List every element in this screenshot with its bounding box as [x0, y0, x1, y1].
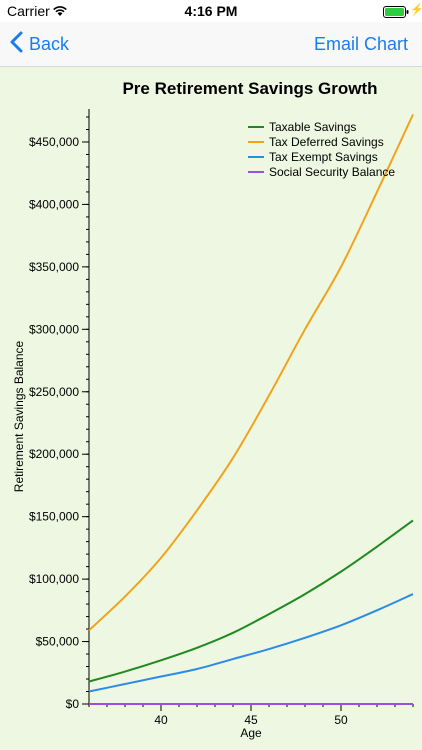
y-tick-label: $100,000: [29, 572, 79, 586]
y-tick-label: $200,000: [29, 447, 79, 461]
back-label: Back: [29, 33, 70, 54]
legend-label: Tax Deferred Savings: [269, 135, 384, 149]
chevron-left-icon: [10, 31, 23, 58]
y-tick-label: $300,000: [29, 322, 79, 336]
x-tick-label: 50: [334, 713, 348, 727]
carrier-label: Carrier: [7, 3, 50, 19]
x-axis-label: Age: [240, 726, 262, 740]
charging-icon: ⚡: [410, 4, 422, 16]
chart-area: Pre Retirement Savings Growth $0 $50,000 $1…: [0, 67, 422, 750]
series-line: [88, 519, 414, 683]
y-axis-label: Retirement Savings Balance: [12, 340, 26, 492]
back-button[interactable]: Back: [10, 30, 69, 58]
y-tick-label: $150,000: [29, 510, 79, 524]
x-tick-label: 40: [154, 713, 168, 727]
y-tick-label: $350,000: [29, 260, 79, 274]
clock-label: 4:16 PM: [184, 3, 238, 19]
status-bar: Carrier 4:16 PM ⚡: [0, 0, 422, 22]
email-chart-button[interactable]: Email Chart: [313, 34, 408, 54]
legend-label: Social Security Balance: [269, 165, 395, 179]
y-tick-label: $450,000: [29, 135, 79, 149]
y-tick-label: $50,000: [36, 635, 80, 649]
battery-icon: [383, 5, 409, 23]
navigation-bar: Back Email Chart: [0, 22, 422, 67]
y-tick-label: $250,000: [29, 385, 79, 399]
series-line: [88, 593, 414, 693]
series-line: [88, 114, 414, 632]
y-tick-label: $0: [66, 697, 80, 711]
chart-title: Pre Retirement Savings Growth: [122, 79, 377, 98]
savings-growth-chart: Pre Retirement Savings Growth $0 $50,000 $1…: [12, 79, 414, 740]
wifi-icon: [52, 4, 68, 22]
legend-label: Tax Exempt Savings: [269, 150, 378, 164]
x-tick-label: 45: [244, 713, 258, 727]
y-tick-label: $400,000: [29, 197, 79, 211]
legend-label: Taxable Savings: [269, 120, 356, 134]
